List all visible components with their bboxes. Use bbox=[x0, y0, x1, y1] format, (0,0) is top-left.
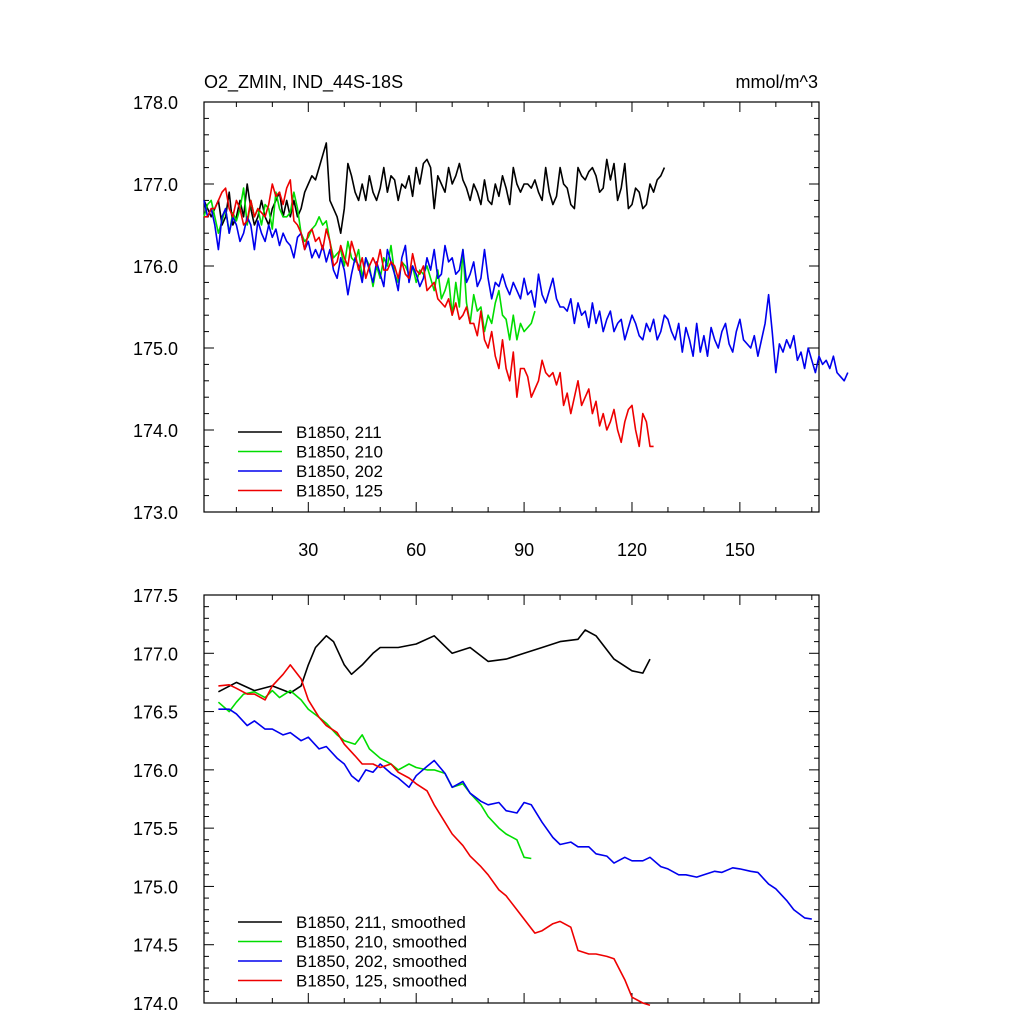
series-line bbox=[204, 179, 654, 448]
y-tick-label: 177.0 bbox=[133, 175, 178, 195]
y-tick-label: 174.0 bbox=[133, 421, 178, 441]
y-tick-label: 176.0 bbox=[133, 761, 178, 781]
legend-label: B1850, 202 bbox=[296, 462, 383, 481]
y-tick-label: 175.0 bbox=[133, 339, 178, 359]
legend-label: B1850, 211, smoothed bbox=[296, 913, 466, 932]
series-line bbox=[203, 200, 849, 382]
y-tick-label: 174.5 bbox=[133, 936, 178, 956]
x-tick-label: 30 bbox=[298, 540, 318, 560]
top-chart: O2_ZMIN, IND_44S-18S mmol/m^3 30 60 90 120 1… bbox=[133, 72, 849, 560]
x-tick-label: 150 bbox=[725, 540, 755, 560]
x-tick-label: 60 bbox=[406, 540, 426, 560]
series-line bbox=[218, 708, 812, 920]
x-tick-label: 120 bbox=[617, 540, 647, 560]
y-tick-label: 173.0 bbox=[133, 503, 178, 523]
y-tick-label: 176.0 bbox=[133, 257, 178, 277]
legend-label: B1850, 202, smoothed bbox=[296, 952, 467, 971]
legend-label: B1850, 210, smoothed bbox=[296, 933, 467, 952]
plot-frame bbox=[203, 594, 820, 1004]
y-tick-label: 175.5 bbox=[133, 819, 178, 839]
y-tick-label: 174.0 bbox=[133, 994, 178, 1014]
y-tick-label: 177.5 bbox=[133, 586, 178, 606]
series-line bbox=[218, 664, 651, 1007]
legend-label: B1850, 125 bbox=[296, 482, 383, 501]
series-line bbox=[217, 689, 532, 860]
x-tick-label: 90 bbox=[514, 540, 534, 560]
y-tick-label: 175.0 bbox=[133, 877, 178, 897]
y-tick-label: 176.5 bbox=[133, 703, 178, 723]
bottom-chart: 174.0 174.5 175.0 175.5 176.0 176.5 177.0 177.5… bbox=[133, 586, 820, 1014]
plot-frame bbox=[203, 101, 820, 513]
legend-label: B1850, 211 bbox=[296, 423, 382, 442]
legend-label: B1850, 210 bbox=[296, 443, 383, 462]
y-tick-label: 178.0 bbox=[133, 93, 178, 113]
series-line bbox=[203, 142, 666, 234]
unit-label: mmol/m^3 bbox=[736, 72, 818, 92]
chart-title: O2_ZMIN, IND_44S-18S bbox=[204, 72, 403, 93]
y-tick-label: 177.0 bbox=[133, 644, 178, 664]
series-line bbox=[218, 629, 651, 694]
legend-label: B1850, 125, smoothed bbox=[296, 972, 467, 991]
